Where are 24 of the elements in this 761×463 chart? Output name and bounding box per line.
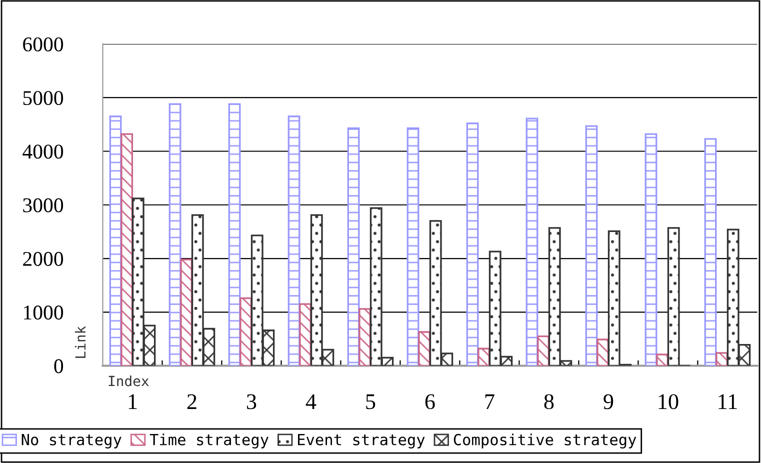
y-tick-label: 6000 [23,37,64,52]
legend-label: No strategy [22,434,122,448]
y-tick-label: 2000 [23,252,64,266]
x-axis-title: Index [108,375,149,386]
x-tick-label: 6 [425,394,435,410]
x-tick-label: 11 [718,394,737,409]
y-tick-label: 1000 [24,306,64,320]
x-tick-label: 3 [246,394,256,410]
y-tick-label: 0 [54,359,64,374]
y-tick-label: 3000 [23,198,64,212]
x-tick-label: 4 [306,394,316,409]
y-tick-label: 5000 [23,90,64,106]
x-tick-label: 8 [544,394,554,410]
y-tick-label: 4000 [22,144,64,159]
x-tick-label: 5 [366,394,376,410]
legend-label: Event strategy [298,434,425,448]
x-tick-label: 7 [485,394,494,409]
x-tick-label: 1 [128,394,137,409]
y-axis-title: Link [74,326,86,358]
x-tick-label: 10 [658,394,678,410]
x-tick-label: 9 [604,394,614,410]
legend-label: Time strategy [150,434,268,448]
legend-label: Compositive strategy [454,434,636,448]
x-tick-label: 2 [187,394,196,409]
